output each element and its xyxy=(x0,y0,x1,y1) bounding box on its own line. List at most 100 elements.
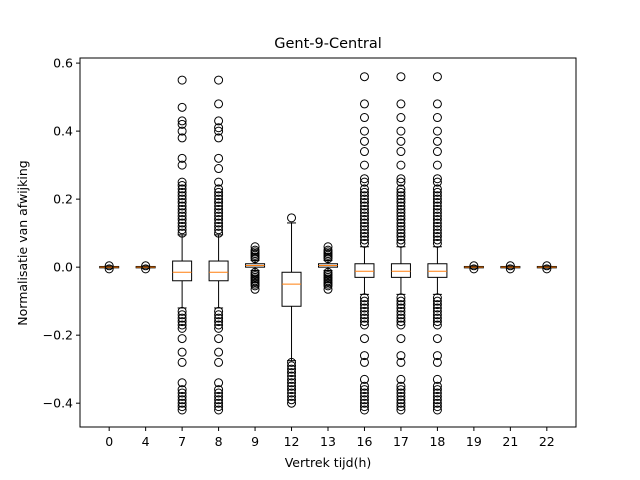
outlier-point xyxy=(396,293,406,303)
outlier-point xyxy=(396,398,406,408)
outlier-point xyxy=(214,385,224,395)
outlier-point xyxy=(177,198,187,208)
outlier-point xyxy=(214,218,224,228)
outlier-point xyxy=(177,313,187,323)
box-group xyxy=(463,261,484,274)
y-tick-label: 0.4 xyxy=(53,124,73,139)
outlier-point xyxy=(287,391,297,401)
box-iqr xyxy=(281,271,302,307)
outlier-point xyxy=(396,191,406,201)
outlier-point xyxy=(323,284,333,294)
outlier-point xyxy=(359,215,369,225)
y-axis-label: Normalisatie van afwijking xyxy=(15,160,30,325)
box-group xyxy=(245,242,266,294)
outlier-point xyxy=(432,351,442,361)
outlier-point xyxy=(214,388,224,398)
outlier-point xyxy=(287,364,297,374)
outlier-point xyxy=(432,334,442,344)
outlier-point xyxy=(432,99,442,109)
outlier-point xyxy=(287,398,297,408)
outlier-point xyxy=(396,228,406,238)
outlier-point xyxy=(396,194,406,204)
x-tick-label: 13 xyxy=(320,434,336,449)
outlier-point xyxy=(359,385,369,395)
outlier-point xyxy=(359,228,369,238)
chart-title: Gent-9-Central xyxy=(274,36,382,52)
outlier-point xyxy=(359,313,369,323)
outlier-point xyxy=(214,221,224,231)
outlier-point xyxy=(214,313,224,323)
outlier-point xyxy=(432,238,442,248)
outlier-point xyxy=(214,402,224,412)
outlier-point xyxy=(287,378,297,388)
outlier-point xyxy=(432,320,442,330)
x-tick-label: 7 xyxy=(178,434,186,449)
outlier-point xyxy=(287,395,297,405)
outlier-point xyxy=(359,191,369,201)
outlier-point xyxy=(359,99,369,109)
outlier-point xyxy=(177,357,187,367)
x-tick-label: 21 xyxy=(502,434,518,449)
box-group xyxy=(281,213,302,408)
outlier-point xyxy=(396,385,406,395)
outlier-point xyxy=(469,261,479,271)
outlier-point xyxy=(359,72,369,82)
outlier-point xyxy=(177,126,187,136)
outlier-point xyxy=(214,187,224,197)
outlier-point xyxy=(359,147,369,157)
outlier-point xyxy=(396,238,406,248)
outlier-point xyxy=(396,310,406,320)
outlier-point xyxy=(214,320,224,330)
outlier-point xyxy=(432,160,442,170)
outlier-point xyxy=(396,136,406,146)
outlier-point xyxy=(432,385,442,395)
outlier-point xyxy=(359,388,369,398)
outlier-point xyxy=(432,72,442,82)
outlier-point xyxy=(359,232,369,242)
outlier-point xyxy=(396,211,406,221)
outlier-point xyxy=(542,264,552,274)
outlier-point xyxy=(432,374,442,384)
outlier-point xyxy=(432,232,442,242)
outlier-point xyxy=(396,184,406,194)
outlier-point xyxy=(177,184,187,194)
outlier-point xyxy=(177,225,187,235)
outlier-point xyxy=(396,388,406,398)
outlier-point xyxy=(177,398,187,408)
outlier-point xyxy=(214,133,224,143)
outlier-point xyxy=(432,357,442,367)
outlier-point xyxy=(214,323,224,333)
outlier-point xyxy=(396,221,406,231)
outlier-point xyxy=(214,177,224,187)
outlier-point xyxy=(214,357,224,367)
outlier-point xyxy=(432,204,442,214)
outlier-point xyxy=(359,391,369,401)
outlier-point xyxy=(214,225,224,235)
outlier-point xyxy=(396,306,406,316)
outlier-point xyxy=(396,99,406,109)
outlier-point xyxy=(432,126,442,136)
x-tick-label: 22 xyxy=(539,434,555,449)
outlier-point xyxy=(432,201,442,211)
outlier-point xyxy=(359,187,369,197)
outlier-point xyxy=(432,136,442,146)
outlier-point xyxy=(177,194,187,204)
outlier-point xyxy=(396,313,406,323)
outlier-point xyxy=(177,116,187,126)
y-tick-label: −0.2 xyxy=(43,328,73,343)
outlier-point xyxy=(214,191,224,201)
y-tick-label: 0.6 xyxy=(53,56,73,71)
outlier-point xyxy=(396,351,406,361)
box-group xyxy=(99,261,120,274)
outlier-point xyxy=(432,113,442,123)
outlier-point xyxy=(396,177,406,187)
box-iqr xyxy=(208,260,229,282)
outlier-point xyxy=(432,211,442,221)
outlier-point xyxy=(396,303,406,313)
outlier-point xyxy=(359,374,369,384)
axes-frame xyxy=(79,57,577,428)
plot-area xyxy=(99,72,557,415)
outlier-point xyxy=(177,306,187,316)
outlier-point xyxy=(432,395,442,405)
box-iqr xyxy=(172,260,193,282)
